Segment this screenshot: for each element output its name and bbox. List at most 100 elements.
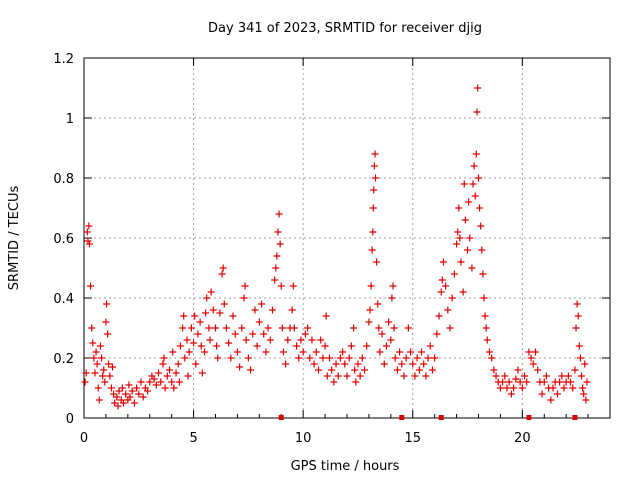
data-point xyxy=(424,354,432,362)
data-point xyxy=(457,258,465,266)
data-point xyxy=(470,162,478,170)
data-point xyxy=(207,288,215,296)
data-point xyxy=(273,252,281,260)
data-point xyxy=(490,366,498,374)
data-point xyxy=(191,312,199,320)
data-point xyxy=(279,348,287,356)
data-point xyxy=(332,360,340,368)
x-tick-label: 15 xyxy=(404,431,421,446)
y-tick-label: 0.4 xyxy=(53,292,74,307)
data-point xyxy=(534,366,542,374)
data-point xyxy=(317,336,325,344)
data-point xyxy=(262,348,270,356)
data-point xyxy=(118,384,126,392)
data-point xyxy=(282,360,290,368)
data-point xyxy=(479,270,487,278)
data-point xyxy=(466,234,474,242)
data-point xyxy=(161,384,169,392)
data-point xyxy=(582,396,590,404)
data-point xyxy=(351,366,359,374)
data-point xyxy=(411,372,419,380)
data-point xyxy=(306,354,314,362)
data-point xyxy=(212,324,219,332)
data-point xyxy=(119,399,127,407)
data-point xyxy=(553,390,561,398)
data-point xyxy=(125,381,133,389)
data-point xyxy=(180,312,188,320)
data-point xyxy=(301,330,309,338)
data-point xyxy=(139,393,147,401)
data-point xyxy=(363,342,371,350)
data-point xyxy=(159,360,167,368)
data-point xyxy=(184,372,192,380)
data-point xyxy=(391,354,399,362)
data-point xyxy=(564,372,572,380)
data-point xyxy=(130,399,138,407)
data-point xyxy=(95,396,103,404)
data-point xyxy=(409,360,417,368)
chart-title: Day 341 of 2023, SRMTID for receiver dji… xyxy=(208,21,482,36)
x-tick-label: 20 xyxy=(514,431,531,446)
data-point xyxy=(238,324,246,332)
data-point xyxy=(168,378,176,386)
data-point xyxy=(135,390,143,398)
data-point xyxy=(308,336,316,344)
data-point xyxy=(85,222,93,230)
data-point xyxy=(483,336,491,344)
data-point xyxy=(276,240,284,248)
data-point xyxy=(370,162,378,170)
data-point xyxy=(365,318,373,326)
data-point xyxy=(185,348,193,356)
data-point xyxy=(244,354,252,362)
y-tick-label: 0.2 xyxy=(53,352,74,367)
data-point xyxy=(442,282,450,290)
data-point xyxy=(322,312,330,320)
data-point xyxy=(572,324,580,332)
data-point xyxy=(227,354,235,362)
data-point xyxy=(439,258,447,266)
data-point xyxy=(146,378,154,386)
x-tick-label: 5 xyxy=(189,431,197,446)
data-point xyxy=(179,324,187,332)
data-point xyxy=(277,282,285,290)
data-point xyxy=(450,270,458,278)
data-point xyxy=(547,396,555,404)
data-point xyxy=(571,366,579,374)
data-point xyxy=(128,387,136,395)
data-point xyxy=(264,324,272,332)
data-point xyxy=(518,384,526,392)
data-point xyxy=(471,192,479,200)
marker-square xyxy=(438,415,444,420)
data-point xyxy=(575,342,583,350)
data-point xyxy=(396,348,404,356)
data-point xyxy=(448,294,456,302)
data-point xyxy=(465,198,473,206)
data-point xyxy=(540,378,548,386)
data-point xyxy=(505,378,513,386)
data-point xyxy=(258,300,266,308)
data-point xyxy=(512,375,520,383)
data-point xyxy=(426,342,434,350)
data-point xyxy=(388,294,396,302)
data-point xyxy=(529,360,537,368)
data-point xyxy=(472,150,480,158)
data-point xyxy=(358,354,366,362)
data-point xyxy=(435,312,443,320)
data-point xyxy=(196,318,204,326)
data-point xyxy=(347,342,355,350)
data-point xyxy=(89,339,97,347)
data-point xyxy=(163,372,171,380)
data-point xyxy=(99,372,107,380)
data-point xyxy=(251,306,259,314)
data-point xyxy=(328,366,336,374)
data-point xyxy=(249,330,257,338)
data-point xyxy=(581,360,589,368)
data-point xyxy=(334,372,342,380)
data-point xyxy=(404,324,412,332)
data-point xyxy=(272,264,280,272)
data-point xyxy=(81,378,89,386)
data-point xyxy=(369,204,377,212)
data-point xyxy=(94,384,102,392)
data-point xyxy=(367,282,375,290)
data-point xyxy=(407,348,415,356)
